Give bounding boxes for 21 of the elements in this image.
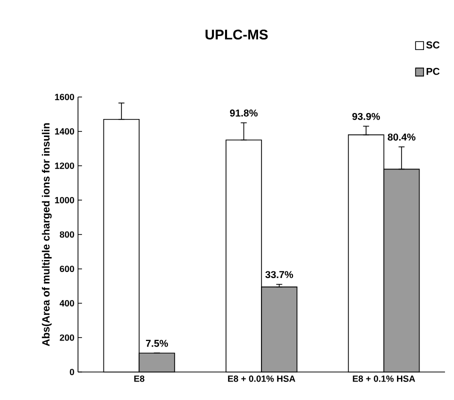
y-tick-label: 800 <box>60 231 74 238</box>
y-tick-label: 1000 <box>55 196 74 204</box>
y-tick-label: 1200 <box>55 162 74 169</box>
x-tick-label: E8 <box>134 376 144 382</box>
y-tick-label: 1400 <box>55 128 74 135</box>
annotation: 91.8% <box>230 110 258 117</box>
y-tick-label: 600 <box>60 266 74 272</box>
y-tick-label: 400 <box>60 300 74 306</box>
annotation: 80.4% <box>388 134 416 141</box>
legend-label: SC <box>426 41 440 48</box>
x-tick-label: E8 + 0.1% HSA <box>352 376 416 382</box>
legend-label: PC <box>426 68 440 75</box>
y-tick-label: 1600 <box>55 94 74 100</box>
x-tick-label: E8 + 0.01% HSA <box>228 376 296 382</box>
y-axis-title: Abs(Area of multiple charged ions for insulin <box>42 123 52 346</box>
chart-title: UPLC-MS <box>206 30 268 40</box>
annotation: 7.5% <box>146 340 168 347</box>
annotation: 33.7% <box>265 271 294 278</box>
y-tick-label: 0 <box>70 368 74 376</box>
annotation: 93.9% <box>352 112 380 120</box>
y-tick-label: 200 <box>60 334 74 341</box>
